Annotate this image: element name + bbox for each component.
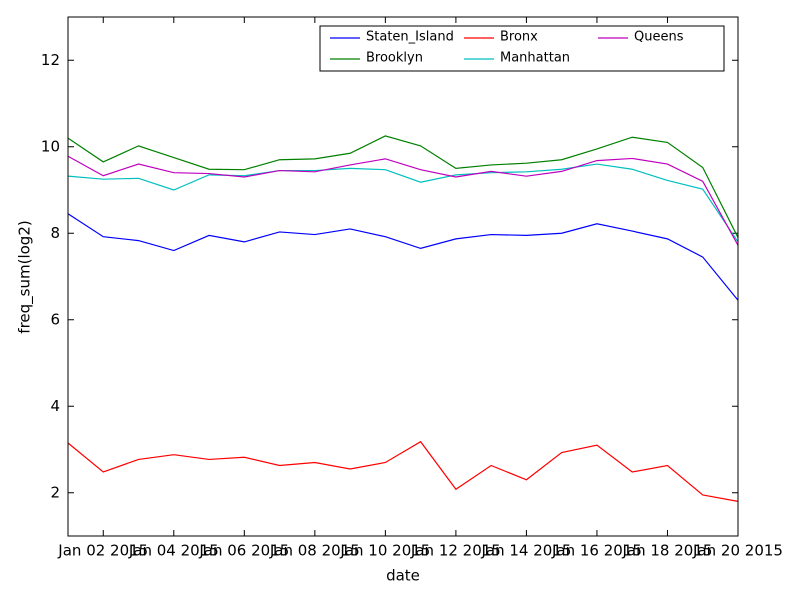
- x-tick-label: Jan 10 2015: [339, 542, 430, 560]
- y-tick-label: 12: [41, 51, 60, 69]
- legend-label: Bronx: [500, 30, 538, 45]
- x-tick-label: Jan 02 2015: [57, 542, 148, 560]
- x-tick-label: Jan 16 2015: [551, 542, 642, 560]
- series-line: [67, 213, 739, 301]
- y-tick-label: 4: [50, 397, 60, 415]
- series-line: [67, 163, 739, 243]
- y-axis-label: freq_sum(log2): [16, 220, 35, 333]
- series-line: [67, 155, 739, 246]
- legend-label: Manhattan: [500, 51, 570, 66]
- x-tick-label: Jan 04 2015: [128, 542, 219, 560]
- x-axis-label: date: [386, 567, 420, 585]
- series-line: [67, 135, 739, 238]
- legend-box: [319, 25, 725, 72]
- y-tick-label: 8: [50, 224, 60, 242]
- x-tick-label: Jan 08 2015: [269, 542, 360, 560]
- legend-label: Queens: [634, 30, 684, 45]
- y-tick-label: 6: [50, 310, 60, 328]
- series-line: [67, 440, 739, 502]
- x-tick-label: Jan 14 2015: [480, 542, 571, 560]
- y-tick-label: 2: [50, 483, 60, 501]
- legend-label: Brooklyn: [366, 51, 423, 66]
- y-tick-label: 10: [41, 137, 60, 155]
- plot-frame: [67, 16, 739, 537]
- x-tick-label: Jan 18 2015: [622, 542, 713, 560]
- x-tick-label: Jan 12 2015: [410, 542, 501, 560]
- legend-label: Staten_Island: [366, 30, 454, 45]
- x-tick-label: Jan 06 2015: [198, 542, 289, 560]
- x-tick-label: Jan 20 2015: [692, 542, 783, 560]
